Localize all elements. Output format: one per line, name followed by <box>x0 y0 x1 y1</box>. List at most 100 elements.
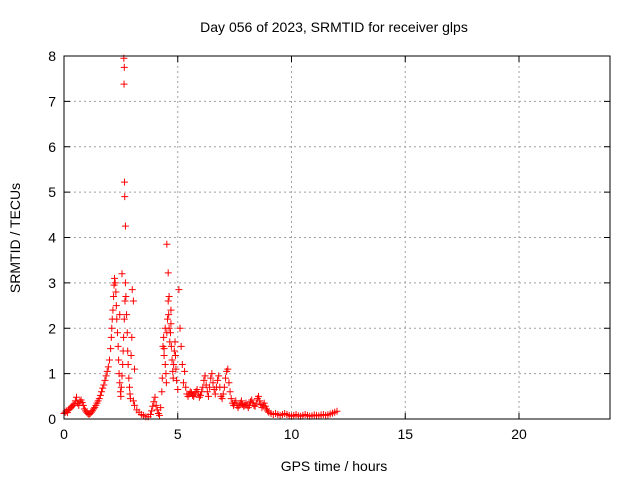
data-point <box>117 392 125 400</box>
data-point <box>120 63 128 71</box>
chart-title: Day 056 of 2023, SRMTID for receiver glp… <box>200 19 468 35</box>
data-point <box>256 397 264 405</box>
data-point <box>173 376 181 384</box>
data-point <box>206 383 214 391</box>
data-point <box>154 410 162 418</box>
data-point <box>121 222 129 230</box>
data-point <box>179 379 187 387</box>
data-point <box>108 324 116 332</box>
data-point <box>219 390 227 398</box>
data-point <box>123 329 131 337</box>
data-point <box>163 240 171 248</box>
data-point <box>171 338 179 346</box>
data-point <box>164 297 172 305</box>
data-point <box>116 311 124 319</box>
data-point <box>208 370 216 378</box>
data-point <box>152 401 160 409</box>
grid <box>64 56 610 419</box>
data-point <box>161 324 169 332</box>
data-point <box>172 365 180 373</box>
data-point <box>98 388 106 396</box>
data-point <box>214 376 222 384</box>
data-point <box>181 367 189 375</box>
y-tick-label: 4 <box>48 230 56 246</box>
y-tick-label: 5 <box>48 184 56 200</box>
data-point <box>164 315 172 323</box>
data-point <box>251 402 259 410</box>
data-point <box>103 367 111 375</box>
data-point <box>182 383 190 391</box>
data-point <box>113 329 121 337</box>
data-point <box>124 347 132 355</box>
data-point <box>171 351 179 359</box>
data-point <box>200 376 208 384</box>
data-point <box>162 379 170 387</box>
data-point <box>107 333 115 341</box>
data-point <box>176 324 184 332</box>
data-point <box>114 342 122 350</box>
data-point <box>209 379 217 387</box>
y-tick-label: 7 <box>48 93 56 109</box>
data-point <box>96 391 104 399</box>
data-point <box>203 388 211 396</box>
data-point <box>178 361 186 369</box>
data-point <box>129 297 137 305</box>
data-point <box>156 411 164 419</box>
data-point <box>100 381 108 389</box>
y-tick-label: 1 <box>48 366 56 382</box>
data-point <box>118 270 126 278</box>
data-point <box>222 374 230 382</box>
data-point <box>157 404 165 412</box>
data-point <box>148 407 156 415</box>
data-point <box>149 402 157 410</box>
data-point <box>215 372 223 380</box>
data-point <box>120 315 128 323</box>
data-point <box>70 400 78 408</box>
data-point <box>218 395 226 403</box>
data-point <box>101 376 109 384</box>
data-point <box>131 365 139 373</box>
data-point <box>112 288 120 296</box>
y-tick-label: 3 <box>48 275 56 291</box>
data-point <box>195 393 203 401</box>
data-point <box>111 274 119 282</box>
data-point <box>124 361 132 369</box>
data-point <box>111 279 119 287</box>
data-point <box>126 383 134 391</box>
data-point <box>207 374 215 382</box>
plot-frame <box>63 55 611 420</box>
data-point <box>125 374 133 382</box>
y-tick-label: 2 <box>48 320 56 336</box>
data-point <box>158 388 166 396</box>
data-point <box>112 302 120 310</box>
data-point <box>121 178 129 186</box>
data-point <box>164 269 172 277</box>
data-point <box>224 365 232 373</box>
data-point <box>166 329 174 337</box>
data-point <box>174 386 182 394</box>
data-point <box>121 193 129 201</box>
data-points <box>60 54 341 421</box>
data-point <box>333 407 341 415</box>
data-point <box>90 405 98 413</box>
y-tick-label: 8 <box>48 48 56 64</box>
data-point <box>167 320 175 328</box>
data-point <box>129 397 137 405</box>
axis-ticks: 0 5 10 15 20 0 1 2 3 4 5 6 7 8 <box>48 48 610 442</box>
data-point <box>122 292 130 300</box>
data-point <box>109 306 117 314</box>
data-point <box>123 311 131 319</box>
data-point <box>95 395 103 403</box>
data-point <box>73 393 81 401</box>
data-point <box>120 333 128 341</box>
data-point <box>165 311 173 319</box>
y-tick-label: 0 <box>48 411 56 427</box>
data-point <box>248 396 256 404</box>
data-point <box>151 393 159 401</box>
data-point <box>102 372 110 380</box>
data-point <box>167 306 175 314</box>
data-point <box>128 286 136 294</box>
data-point <box>201 372 209 380</box>
x-tick-label: 15 <box>397 426 413 442</box>
